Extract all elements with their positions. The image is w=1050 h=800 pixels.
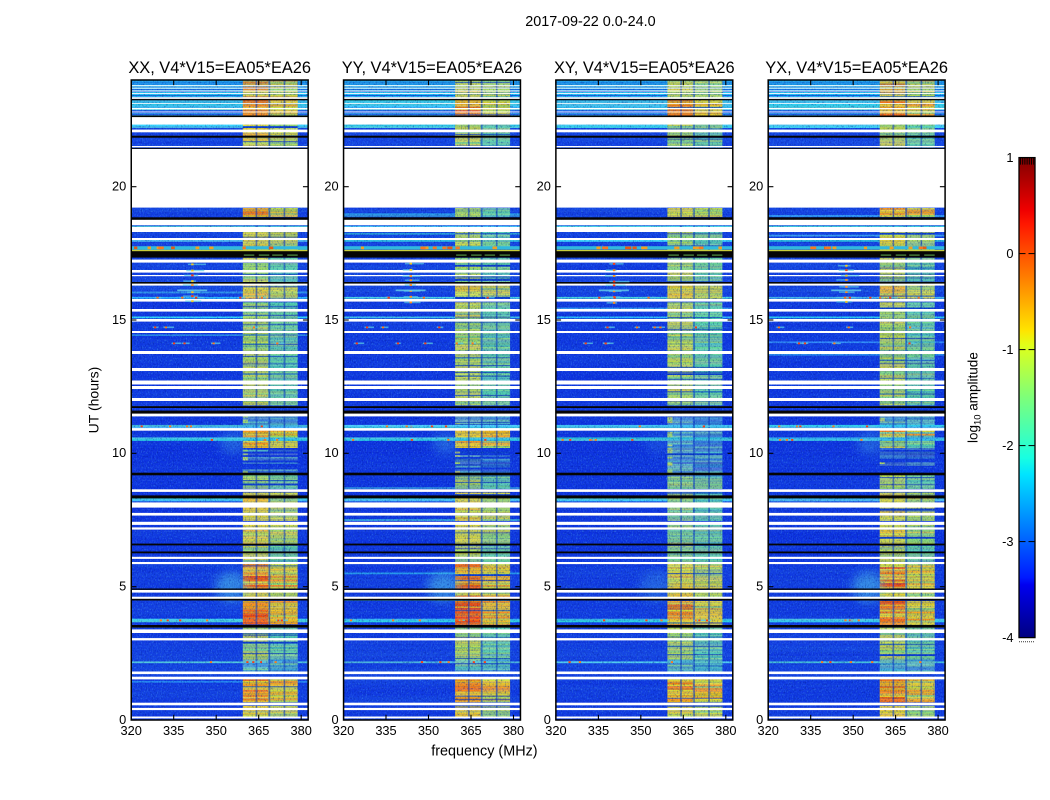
svg-text:365: 365 — [460, 723, 481, 738]
svg-text:350: 350 — [206, 723, 227, 738]
svg-text:-2: -2 — [1002, 438, 1013, 453]
svg-text:YX, V4*V15=EA05*EA26: YX, V4*V15=EA05*EA26 — [765, 59, 948, 77]
svg-text:5: 5 — [119, 579, 126, 594]
svg-text:20: 20 — [749, 179, 763, 194]
svg-text:10: 10 — [324, 445, 338, 460]
svg-text:365: 365 — [248, 723, 269, 738]
svg-text:5: 5 — [544, 579, 551, 594]
svg-text:10: 10 — [537, 445, 551, 460]
svg-text:10: 10 — [112, 445, 126, 460]
svg-text:UT (hours): UT (hours) — [86, 367, 102, 434]
svg-text:frequency (MHz): frequency (MHz) — [431, 744, 537, 760]
svg-text:1: 1 — [1006, 150, 1013, 165]
svg-text:15: 15 — [749, 312, 763, 327]
svg-text:15: 15 — [324, 312, 338, 327]
svg-text:XX, V4*V15=EA05*EA26: XX, V4*V15=EA05*EA26 — [128, 59, 311, 77]
svg-text:20: 20 — [112, 179, 126, 194]
svg-text:365: 365 — [673, 723, 694, 738]
svg-text:0: 0 — [1006, 246, 1013, 261]
svg-text:5: 5 — [756, 579, 763, 594]
svg-text:5: 5 — [331, 579, 338, 594]
svg-text:20: 20 — [537, 179, 551, 194]
svg-text:350: 350 — [630, 723, 651, 738]
svg-text:0: 0 — [544, 712, 551, 727]
svg-text:320: 320 — [545, 723, 566, 738]
svg-text:380: 380 — [927, 723, 948, 738]
svg-text:15: 15 — [537, 312, 551, 327]
svg-text:20: 20 — [324, 179, 338, 194]
svg-text:XY, V4*V15=EA05*EA26: XY, V4*V15=EA05*EA26 — [554, 59, 735, 77]
svg-text:335: 335 — [163, 723, 184, 738]
svg-text:380: 380 — [715, 723, 736, 738]
svg-text:-4: -4 — [1002, 630, 1013, 645]
svg-text:0: 0 — [331, 712, 338, 727]
svg-text:0: 0 — [119, 712, 126, 727]
svg-text:10: 10 — [749, 445, 763, 460]
svg-text:15: 15 — [112, 312, 126, 327]
svg-text:-1: -1 — [1002, 342, 1013, 357]
svg-text:320: 320 — [333, 723, 354, 738]
svg-text:2017-09-22 0.0-24.0: 2017-09-22 0.0-24.0 — [525, 14, 655, 30]
svg-text:320: 320 — [758, 723, 779, 738]
svg-text:335: 335 — [375, 723, 396, 738]
svg-text:365: 365 — [885, 723, 906, 738]
svg-text:335: 335 — [588, 723, 609, 738]
svg-text:335: 335 — [800, 723, 821, 738]
svg-text:380: 380 — [503, 723, 524, 738]
svg-text:350: 350 — [418, 723, 439, 738]
svg-text:-3: -3 — [1002, 534, 1013, 549]
svg-text:YY, V4*V15=EA05*EA26: YY, V4*V15=EA05*EA26 — [342, 59, 523, 77]
svg-text:350: 350 — [843, 723, 864, 738]
svg-text:380: 380 — [291, 723, 312, 738]
svg-text:0: 0 — [756, 712, 763, 727]
svg-text:320: 320 — [121, 723, 142, 738]
